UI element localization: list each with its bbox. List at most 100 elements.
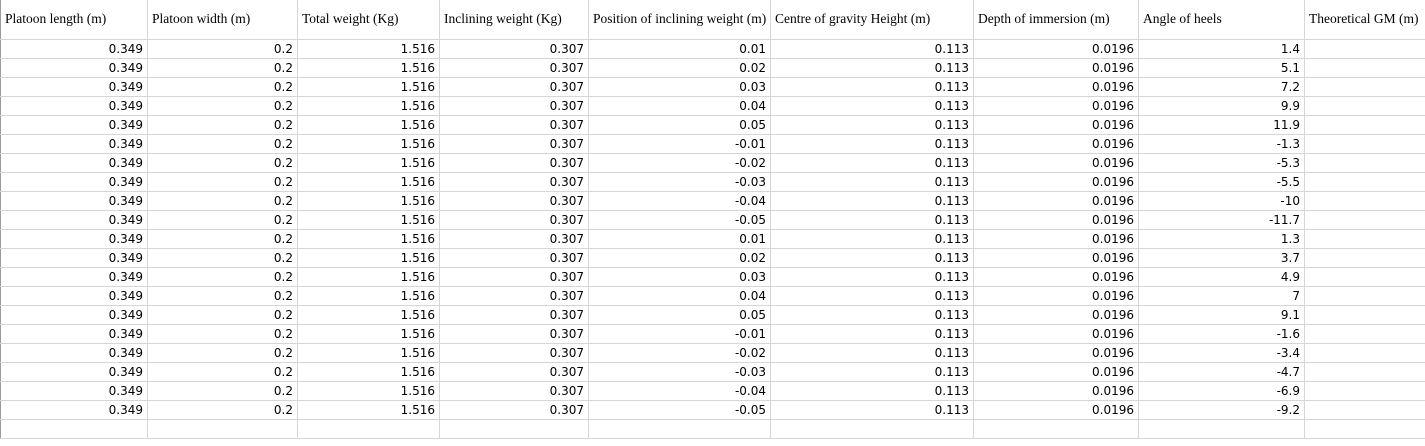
cell[interactable]: 0.307 <box>439 399 589 420</box>
cell[interactable]: 0.02 <box>588 247 771 268</box>
cell[interactable]: 0.113 <box>770 342 974 363</box>
cell[interactable]: 0.2 <box>147 323 298 344</box>
cell[interactable]: 0.113 <box>770 399 974 420</box>
cell[interactable]: 0.2 <box>147 247 298 268</box>
cell[interactable]: 0.307 <box>439 266 589 287</box>
cell[interactable]: 0.113 <box>770 323 974 344</box>
cell[interactable]: 1.516 <box>297 247 440 268</box>
cell[interactable]: -0.04 <box>588 380 771 401</box>
cell[interactable]: 0.113 <box>770 95 974 116</box>
cell[interactable]: 0.349 <box>0 38 148 59</box>
cell[interactable]: 0.349 <box>0 171 148 192</box>
cell[interactable] <box>147 418 298 439</box>
cell[interactable]: -1.3 <box>1138 133 1305 154</box>
cell[interactable]: 0.307 <box>439 95 589 116</box>
cell[interactable]: 0.349 <box>0 247 148 268</box>
cell[interactable]: 0.2 <box>147 380 298 401</box>
column-header-depth-of-immersion-m[interactable]: Depth of immersion (m) <box>973 0 1139 40</box>
cell[interactable]: 0.307 <box>439 285 589 306</box>
cell[interactable]: 0.113 <box>770 152 974 173</box>
cell[interactable]: -0.02 <box>588 152 771 173</box>
cell[interactable]: 11.9 <box>1138 114 1305 135</box>
cell[interactable]: 0.2 <box>147 114 298 135</box>
cell[interactable]: 0.02 <box>588 57 771 78</box>
cell[interactable]: 1.516 <box>297 285 440 306</box>
cell[interactable]: 1.516 <box>297 266 440 287</box>
cell[interactable]: 0.2 <box>147 38 298 59</box>
cell[interactable]: -10 <box>1138 190 1305 211</box>
cell[interactable]: 1.516 <box>297 304 440 325</box>
cell[interactable]: 0.03 <box>588 266 771 287</box>
cell[interactable]: -0.05 <box>588 209 771 230</box>
cell[interactable]: 0.307 <box>439 38 589 59</box>
cell[interactable]: 0.0196 <box>973 361 1139 382</box>
cell[interactable]: 0.2 <box>147 133 298 154</box>
cell[interactable]: 4.9 <box>1138 266 1305 287</box>
cell[interactable]: 0.113 <box>770 209 974 230</box>
cell[interactable]: 1.516 <box>297 342 440 363</box>
cell[interactable]: 9.9 <box>1138 95 1305 116</box>
cell[interactable]: 1.516 <box>297 38 440 59</box>
cell[interactable] <box>1304 95 1425 116</box>
cell[interactable]: 0.03 <box>588 76 771 97</box>
cell[interactable]: 0.307 <box>439 342 589 363</box>
cell[interactable]: 0.113 <box>770 114 974 135</box>
cell[interactable]: 1.516 <box>297 399 440 420</box>
cell[interactable]: 0.2 <box>147 361 298 382</box>
cell[interactable]: 0.307 <box>439 323 589 344</box>
cell[interactable] <box>770 418 974 439</box>
cell[interactable]: 0.307 <box>439 380 589 401</box>
cell[interactable]: 0.0196 <box>973 209 1139 230</box>
cell[interactable]: 1.4 <box>1138 38 1305 59</box>
cell[interactable] <box>1304 209 1425 230</box>
cell[interactable] <box>1304 190 1425 211</box>
cell[interactable]: 0.307 <box>439 247 589 268</box>
cell[interactable]: 0.349 <box>0 152 148 173</box>
cell[interactable]: -0.05 <box>588 399 771 420</box>
cell[interactable]: 0.349 <box>0 342 148 363</box>
cell[interactable]: 0.349 <box>0 76 148 97</box>
cell[interactable]: 7 <box>1138 285 1305 306</box>
cell[interactable]: 0.2 <box>147 228 298 249</box>
cell[interactable]: 9.1 <box>1138 304 1305 325</box>
cell[interactable] <box>1304 304 1425 325</box>
cell[interactable]: 0.0196 <box>973 38 1139 59</box>
cell[interactable]: 0.2 <box>147 152 298 173</box>
cell[interactable]: 0.349 <box>0 209 148 230</box>
cell[interactable]: 0.113 <box>770 228 974 249</box>
cell[interactable]: 1.516 <box>297 171 440 192</box>
cell[interactable] <box>1304 323 1425 344</box>
cell[interactable]: 0.0196 <box>973 95 1139 116</box>
cell[interactable] <box>973 418 1139 439</box>
cell[interactable]: 0.307 <box>439 304 589 325</box>
cell[interactable]: 0.113 <box>770 57 974 78</box>
cell[interactable]: -0.01 <box>588 323 771 344</box>
cell[interactable] <box>1304 418 1425 439</box>
cell[interactable]: 1.516 <box>297 133 440 154</box>
cell[interactable]: 0.2 <box>147 304 298 325</box>
cell[interactable]: 0.113 <box>770 266 974 287</box>
column-header-centre-of-gravity-height-m[interactable]: Centre of gravity Height (m) <box>770 0 974 40</box>
cell[interactable] <box>1304 399 1425 420</box>
cell[interactable]: 0.2 <box>147 190 298 211</box>
cell[interactable]: 0.2 <box>147 285 298 306</box>
cell[interactable]: 0.2 <box>147 95 298 116</box>
cell[interactable] <box>1304 380 1425 401</box>
cell[interactable]: 0.349 <box>0 114 148 135</box>
cell[interactable] <box>297 418 440 439</box>
cell[interactable]: 1.516 <box>297 190 440 211</box>
cell[interactable]: 0.2 <box>147 171 298 192</box>
cell[interactable]: 0.307 <box>439 209 589 230</box>
cell[interactable] <box>0 418 148 439</box>
cell[interactable]: -0.03 <box>588 171 771 192</box>
cell[interactable]: 1.516 <box>297 380 440 401</box>
cell[interactable]: -1.6 <box>1138 323 1305 344</box>
cell[interactable]: 0.113 <box>770 171 974 192</box>
cell[interactable] <box>1304 114 1425 135</box>
cell[interactable]: 0.0196 <box>973 228 1139 249</box>
cell[interactable]: 0.349 <box>0 133 148 154</box>
cell[interactable]: 0.349 <box>0 399 148 420</box>
cell[interactable]: 0.113 <box>770 190 974 211</box>
cell[interactable]: -6.9 <box>1138 380 1305 401</box>
cell[interactable]: 0.307 <box>439 228 589 249</box>
